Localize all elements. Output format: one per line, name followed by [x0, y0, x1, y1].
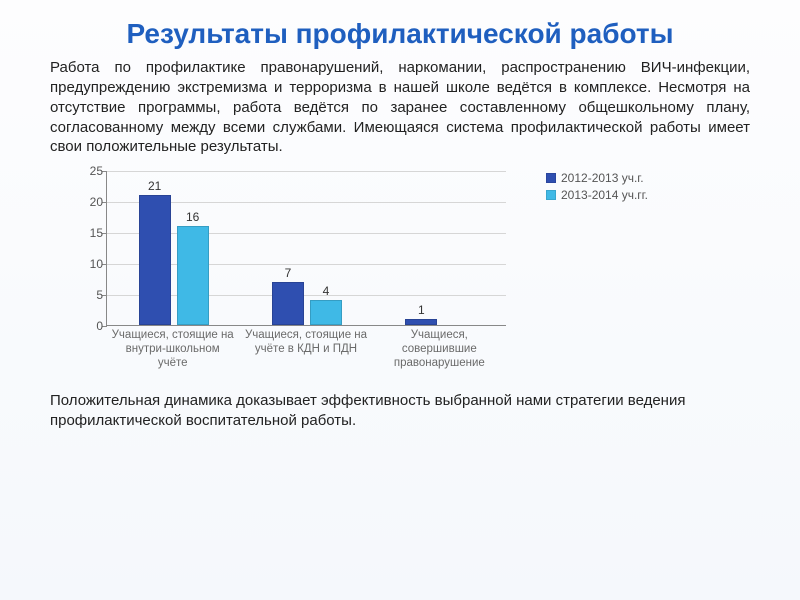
legend-item: 2013-2014 уч.гг.: [546, 188, 648, 202]
chart-region: 0 5 10 15 20 25 21 16 74 1 Учащиеся, стоящие на в…: [50, 167, 750, 377]
category-label: Учащиеся, стоящие на внутри-школьном учё…: [110, 329, 235, 370]
bar-value-label: 4: [311, 284, 341, 298]
intro-paragraph: Работа по профилактике правонарушений, н…: [50, 58, 750, 157]
bar-value-label: 16: [178, 210, 208, 224]
bar-chart: 0 5 10 15 20 25 21 16 74 1 Учащиеся, стоящие на в…: [70, 167, 530, 377]
bar: [272, 282, 304, 325]
legend-item: 2012-2013 уч.г.: [546, 171, 648, 185]
bar-value-label: 1: [406, 303, 436, 317]
legend: 2012-2013 уч.г. 2013-2014 уч.гг.: [546, 171, 648, 205]
bar-value-label: 21: [140, 179, 170, 193]
legend-label: 2012-2013 уч.г.: [561, 171, 644, 185]
bar: [177, 226, 209, 325]
plot-area: 05101520252116741: [106, 171, 506, 326]
y-tick-label: 15: [79, 226, 103, 240]
y-tick-label: 25: [79, 164, 103, 178]
category-label: Учащиеся, совершившие правонарушение: [377, 329, 502, 370]
page-title: Результаты профилактической работы: [50, 18, 750, 50]
category-label: Учащиеся, стоящие на учёте в КДН и ПДН: [243, 329, 368, 357]
y-tick-label: 10: [79, 257, 103, 271]
y-tick-label: 20: [79, 195, 103, 209]
legend-swatch: [546, 173, 556, 183]
bar: [310, 300, 342, 325]
bar: [139, 195, 171, 325]
y-tick-label: 0: [79, 319, 103, 333]
legend-label: 2013-2014 уч.гг.: [561, 188, 648, 202]
y-tick-label: 5: [79, 288, 103, 302]
conclusion-paragraph: Положительная динамика доказывает эффект…: [50, 391, 750, 432]
gridline: [107, 171, 506, 172]
legend-swatch: [546, 190, 556, 200]
bar-value-label: 7: [273, 266, 303, 280]
bar: [405, 319, 437, 325]
